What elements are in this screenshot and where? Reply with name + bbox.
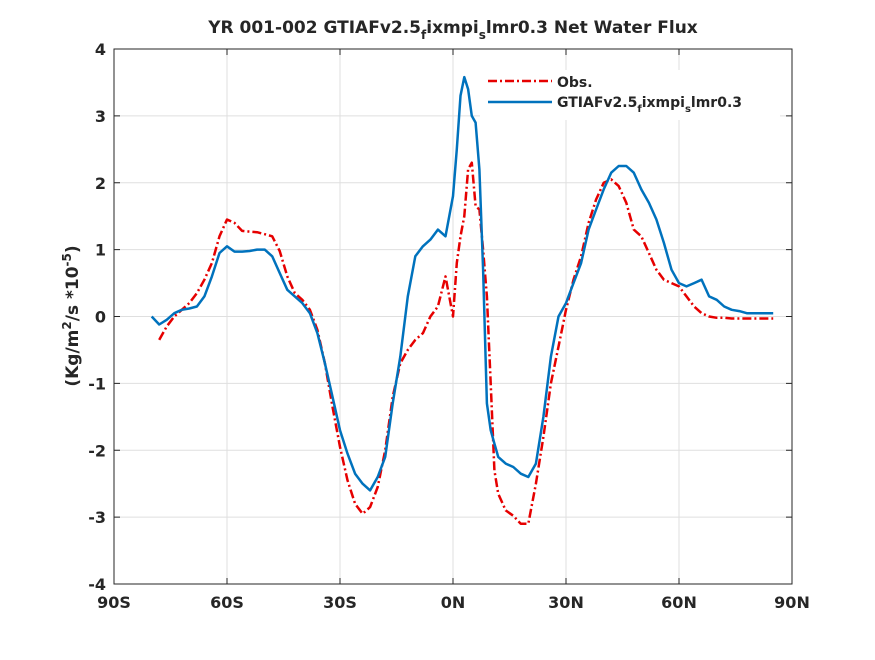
x-tick-labels: 90S 60S 30S 0N 30N 60N 90N [97, 593, 810, 612]
x-tick-label: 60S [210, 593, 244, 612]
legend: Obs. GTIAFv2.5fixmpislmr0.3 [480, 70, 780, 120]
y-tick-label: -1 [88, 374, 106, 393]
tick-marks [113, 48, 793, 585]
legend-label-model: GTIAFv2.5fixmpislmr0.3 [557, 95, 742, 115]
series-line-obs [158, 161, 774, 526]
legend-label-obs: Obs. [557, 75, 593, 91]
chart-title: YR 001-002 GTIAFv2.5fixmpislmr0.3 Net Wa… [207, 18, 698, 42]
y-tick-label: -2 [88, 441, 106, 460]
y-tick-label: -3 [88, 508, 106, 527]
y-tick-labels: -4 -3 -2 -1 0 1 2 3 4 [88, 40, 106, 594]
series-line-model [150, 75, 774, 492]
legend-box [480, 70, 780, 120]
y-tick-label: 3 [95, 107, 106, 126]
y-tick-label: 1 [95, 241, 106, 260]
x-tick-label: 90S [97, 593, 131, 612]
x-tick-label: 90N [774, 593, 810, 612]
x-tick-label: 30S [323, 593, 357, 612]
series-lines [150, 75, 774, 526]
y-axis-label: (Kg/m2/s *10-5) [60, 245, 83, 386]
y-tick-label: 4 [95, 40, 106, 59]
y-tick-label: -4 [88, 575, 106, 594]
y-tick-label: 2 [95, 174, 106, 193]
y-tick-label: 0 [95, 308, 106, 327]
x-tick-label: 60N [661, 593, 697, 612]
x-tick-label: 0N [441, 593, 466, 612]
x-tick-label: 30N [548, 593, 584, 612]
